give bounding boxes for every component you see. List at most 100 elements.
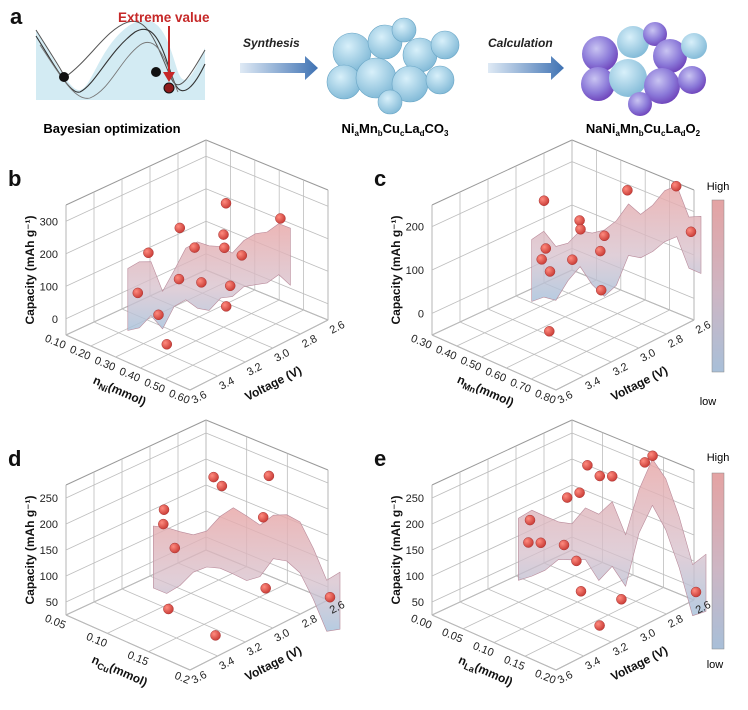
data-point	[561, 492, 573, 503]
bayesian-illustration: Extreme value	[35, 10, 210, 100]
x-tick-label: 0.20	[533, 668, 557, 687]
z-tick-label: 3.2	[245, 641, 264, 659]
arrow-right-icon	[488, 56, 564, 80]
x-tick-label: 0.30	[409, 333, 433, 352]
data-point	[189, 242, 200, 253]
synthesis-step: Synthesis	[240, 36, 318, 80]
extreme-label: Extreme value	[118, 10, 210, 25]
data-point	[132, 287, 144, 299]
data-point	[595, 245, 606, 257]
data-point	[594, 620, 605, 631]
caption-oxide: NaNiaMnbCucLadO2	[586, 121, 701, 138]
x-axis-label: nMn(mmol)	[454, 372, 516, 411]
data-point	[538, 195, 550, 206]
y-tick-label: 250	[40, 493, 58, 505]
data-point	[236, 250, 248, 261]
z-tick-label: 3.4	[217, 375, 236, 393]
data-point	[685, 226, 697, 238]
data-point	[224, 280, 236, 292]
y-axis-label: Capacity (mAh g⁻¹)	[389, 215, 403, 324]
data-point	[196, 277, 207, 288]
y-tick-label: 0	[52, 314, 58, 326]
data-point	[324, 591, 336, 603]
data-point	[210, 630, 221, 641]
panel-label: c	[374, 166, 386, 191]
x-tick-label: 0.10	[43, 333, 67, 352]
y-tick-label: 200	[406, 222, 424, 234]
x-tick-label: 0.60	[167, 388, 191, 407]
z-tick-label: 2.8	[666, 613, 685, 631]
data-point	[158, 518, 169, 530]
z-tick-label: 3.6	[190, 669, 209, 687]
data-point	[567, 254, 578, 265]
data-point	[575, 586, 587, 597]
data-point	[208, 471, 219, 483]
colorbar-top: High low	[700, 181, 730, 408]
x-tick-label: 0.80	[533, 388, 557, 407]
data-point	[544, 266, 556, 277]
panel-label: d	[8, 446, 21, 471]
data-point	[257, 512, 269, 523]
z-tick-label: 2.8	[300, 613, 319, 631]
x-tick-label: 0.05	[440, 626, 464, 645]
z-tick-label: 3.4	[217, 655, 236, 673]
x-tick-label: 0.10	[84, 631, 108, 650]
y-tick-label: 0	[418, 308, 424, 320]
z-tick-label: 3.0	[639, 627, 658, 645]
z-tick-label: 2.6	[328, 319, 347, 337]
x-tick-label: 0.05	[43, 613, 67, 632]
z-tick-label: 3.6	[556, 669, 575, 687]
data-point	[595, 284, 607, 296]
response-surface	[531, 185, 702, 302]
data-point	[220, 198, 232, 209]
y-tick-label: 200	[40, 519, 58, 531]
data-point	[216, 480, 228, 492]
z-tick-label: 3.2	[245, 361, 264, 379]
panel-label: b	[8, 166, 21, 191]
z-tick-label: 3.0	[273, 627, 292, 645]
data-point	[218, 229, 229, 240]
response-surface	[518, 458, 707, 616]
x-tick-label: 0.40	[434, 344, 458, 363]
data-point	[575, 224, 586, 235]
x-tick-label: 0.30	[93, 355, 117, 374]
data-point	[174, 222, 186, 234]
data-point	[161, 339, 173, 350]
y-tick-label: 250	[406, 493, 424, 505]
panel-b: b 300 200 100 0 Capacity (mAh g⁻¹) 0.100.200.3…	[8, 139, 347, 409]
z-tick-label: 3.4	[583, 375, 602, 393]
x-tick-label: 0.50	[142, 377, 166, 396]
data-point	[574, 487, 585, 498]
data-point	[571, 555, 582, 567]
colorbar-low-label: low	[700, 396, 717, 408]
colorbar-high-label: High	[707, 181, 730, 193]
colorbar-low-label: low	[707, 659, 724, 671]
y-tick-label: 300	[40, 216, 58, 228]
panel-d: d 250 200 150 100 50 Capacity (mAh g⁻¹) 0.05 0.1…	[8, 419, 347, 689]
data-point	[690, 586, 702, 598]
data-point	[594, 470, 606, 482]
data-point	[647, 450, 658, 462]
x-tick-label: 0.20	[68, 344, 92, 363]
data-point	[143, 247, 154, 259]
caption-bayesian: Bayesian optimization	[43, 121, 180, 136]
data-point	[558, 539, 570, 551]
x-tick-label: 0.15	[126, 649, 150, 668]
z-tick-label: 3.0	[639, 347, 658, 365]
data-point	[158, 504, 170, 515]
synthesis-label: Synthesis	[243, 36, 300, 50]
data-point	[622, 185, 633, 196]
data-point	[524, 514, 536, 526]
sample-point	[151, 67, 161, 77]
data-point	[275, 213, 286, 224]
data-point	[523, 537, 534, 548]
y-tick-label: 100	[40, 281, 58, 293]
data-point	[540, 243, 552, 254]
data-point	[599, 230, 610, 242]
y-tick-label: 150	[40, 545, 58, 557]
data-point	[574, 215, 585, 226]
arrow-right-icon	[240, 56, 318, 80]
y-tick-label: 100	[406, 571, 424, 583]
